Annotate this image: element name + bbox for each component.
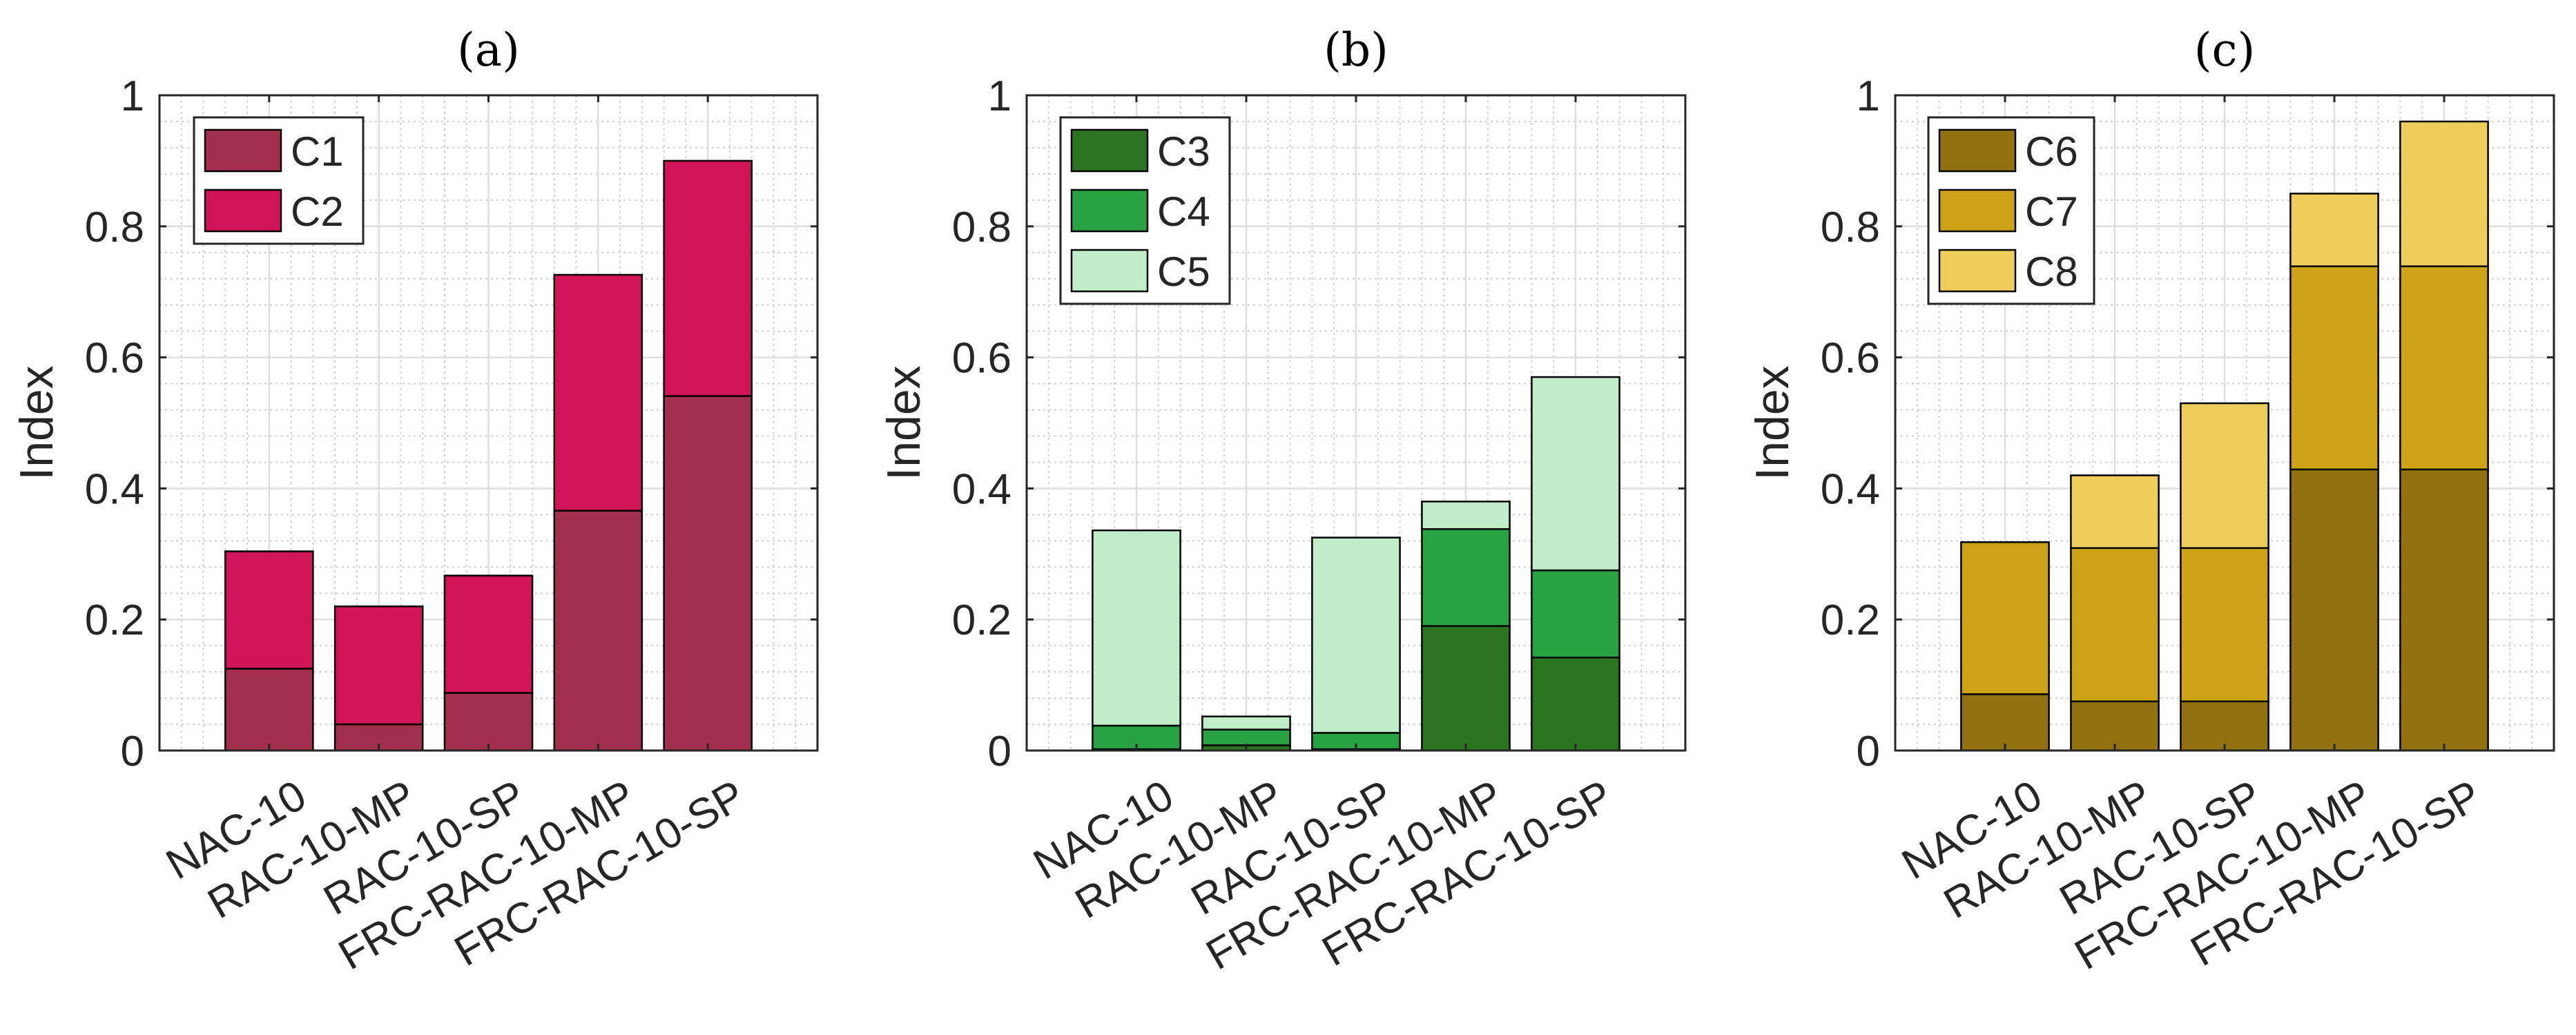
legend-label-c8: C8: [2025, 249, 2078, 295]
bar-c6-frc-rac-10-sp: [2399, 468, 2489, 752]
y-tick-label: 0.8: [952, 204, 1011, 251]
bar-c6-rac-10-sp: [2180, 700, 2269, 752]
bar-c1-rac-10-sp: [443, 692, 534, 752]
y-tick-label: 0: [988, 728, 1011, 775]
legend-swatch-c5: [1070, 249, 1149, 293]
bar-c7-frc-rac-10-mp: [2289, 265, 2379, 471]
bar-c8-frc-rac-10-sp: [2399, 120, 2489, 267]
legend-label-c4: C4: [1157, 188, 1210, 235]
bar-c8-frc-rac-10-mp: [2289, 193, 2379, 267]
y-tick-label: 0.2: [1821, 597, 1880, 644]
legend-label-c5: C5: [1157, 249, 1210, 295]
legend-swatch-c3: [1070, 128, 1149, 173]
y-tick-label: 0.8: [85, 204, 144, 251]
legend-label-c3: C3: [1157, 128, 1210, 175]
bar-c7-rac-10-sp: [2180, 547, 2269, 703]
chart-title: (a): [457, 23, 520, 77]
bar-c5-frc-rac-10-sp: [1531, 376, 1620, 572]
bar-c2-frc-rac-10-sp: [663, 159, 753, 397]
y-tick-label: 1: [988, 72, 1011, 120]
bar-c4-rac-10-mp: [1201, 728, 1291, 746]
legend-swatch-c4: [1070, 188, 1149, 233]
bar-c6-nac-10: [1960, 693, 2050, 752]
y-axis-label: Index: [10, 365, 63, 480]
legend-swatch-c7: [1938, 188, 2017, 233]
bar-c6-frc-rac-10-mp: [2289, 468, 2379, 752]
legend-label-c6: C6: [2025, 128, 2078, 175]
legend: C6 C7 C8: [1927, 116, 2095, 305]
bar-c5-nac-10: [1092, 529, 1181, 727]
bar-c5-rac-10-mp: [1201, 715, 1291, 731]
bar-c8-rac-10-mp: [2070, 474, 2160, 550]
y-tick-label: 0.8: [1821, 204, 1880, 251]
y-axis-label: Index: [878, 365, 930, 480]
chart-title: (c): [2194, 23, 2255, 77]
bar-c6-rac-10-mp: [2070, 700, 2160, 752]
chart-panel-2: 00.20.40.60.81NAC-10RAC-10-MPRAC-10-SPFR…: [878, 23, 1687, 979]
bar-c1-frc-rac-10-mp: [553, 510, 643, 752]
legend-swatch-c6: [1938, 128, 2017, 173]
y-tick-label: 0: [1857, 728, 1880, 775]
bar-c4-frc-rac-10-mp: [1421, 528, 1511, 627]
y-tick-label: 0.4: [85, 465, 144, 513]
bar-c1-nac-10: [224, 668, 314, 752]
legend-label-c2: C2: [291, 188, 344, 235]
bar-c2-frc-rac-10-mp: [553, 273, 643, 512]
bar-c7-nac-10: [1960, 541, 2050, 695]
legend-swatch-c2: [204, 188, 282, 233]
y-tick-label: 0.6: [952, 335, 1011, 383]
y-tick-label: 0.6: [1821, 335, 1880, 383]
bar-c5-rac-10-sp: [1311, 536, 1401, 734]
bar-c4-frc-rac-10-sp: [1531, 569, 1620, 659]
y-tick-label: 0.4: [952, 465, 1011, 513]
y-tick-label: 0.2: [952, 597, 1011, 644]
bar-c7-rac-10-mp: [2070, 547, 2160, 703]
legend-swatch-c8: [1938, 249, 2017, 293]
legend-swatch-c1: [204, 128, 282, 173]
bar-c8-rac-10-sp: [2180, 402, 2269, 550]
chart-title: (b): [1324, 23, 1388, 77]
y-tick-label: 0.4: [1821, 465, 1880, 513]
bar-c7-frc-rac-10-sp: [2399, 265, 2489, 471]
y-tick-label: 0.2: [85, 597, 144, 644]
bar-c2-rac-10-sp: [443, 574, 534, 694]
y-axis-label: Index: [1746, 365, 1799, 480]
legend: C3 C4 C5: [1059, 116, 1231, 305]
bar-c2-rac-10-mp: [333, 605, 424, 726]
y-tick-label: 0.6: [85, 335, 144, 383]
bar-c3-frc-rac-10-sp: [1531, 656, 1620, 752]
bar-c2-nac-10: [224, 550, 314, 670]
bar-c5-frc-rac-10-mp: [1421, 501, 1511, 530]
y-tick-label: 1: [1857, 72, 1880, 120]
bar-c3-frc-rac-10-mp: [1421, 625, 1511, 752]
legend-label-c1: C1: [291, 128, 344, 175]
legend-label-c7: C7: [2025, 188, 2078, 235]
bar-c1-frc-rac-10-sp: [663, 395, 753, 752]
y-tick-label: 1: [121, 72, 144, 120]
y-tick-label: 0: [121, 728, 144, 775]
